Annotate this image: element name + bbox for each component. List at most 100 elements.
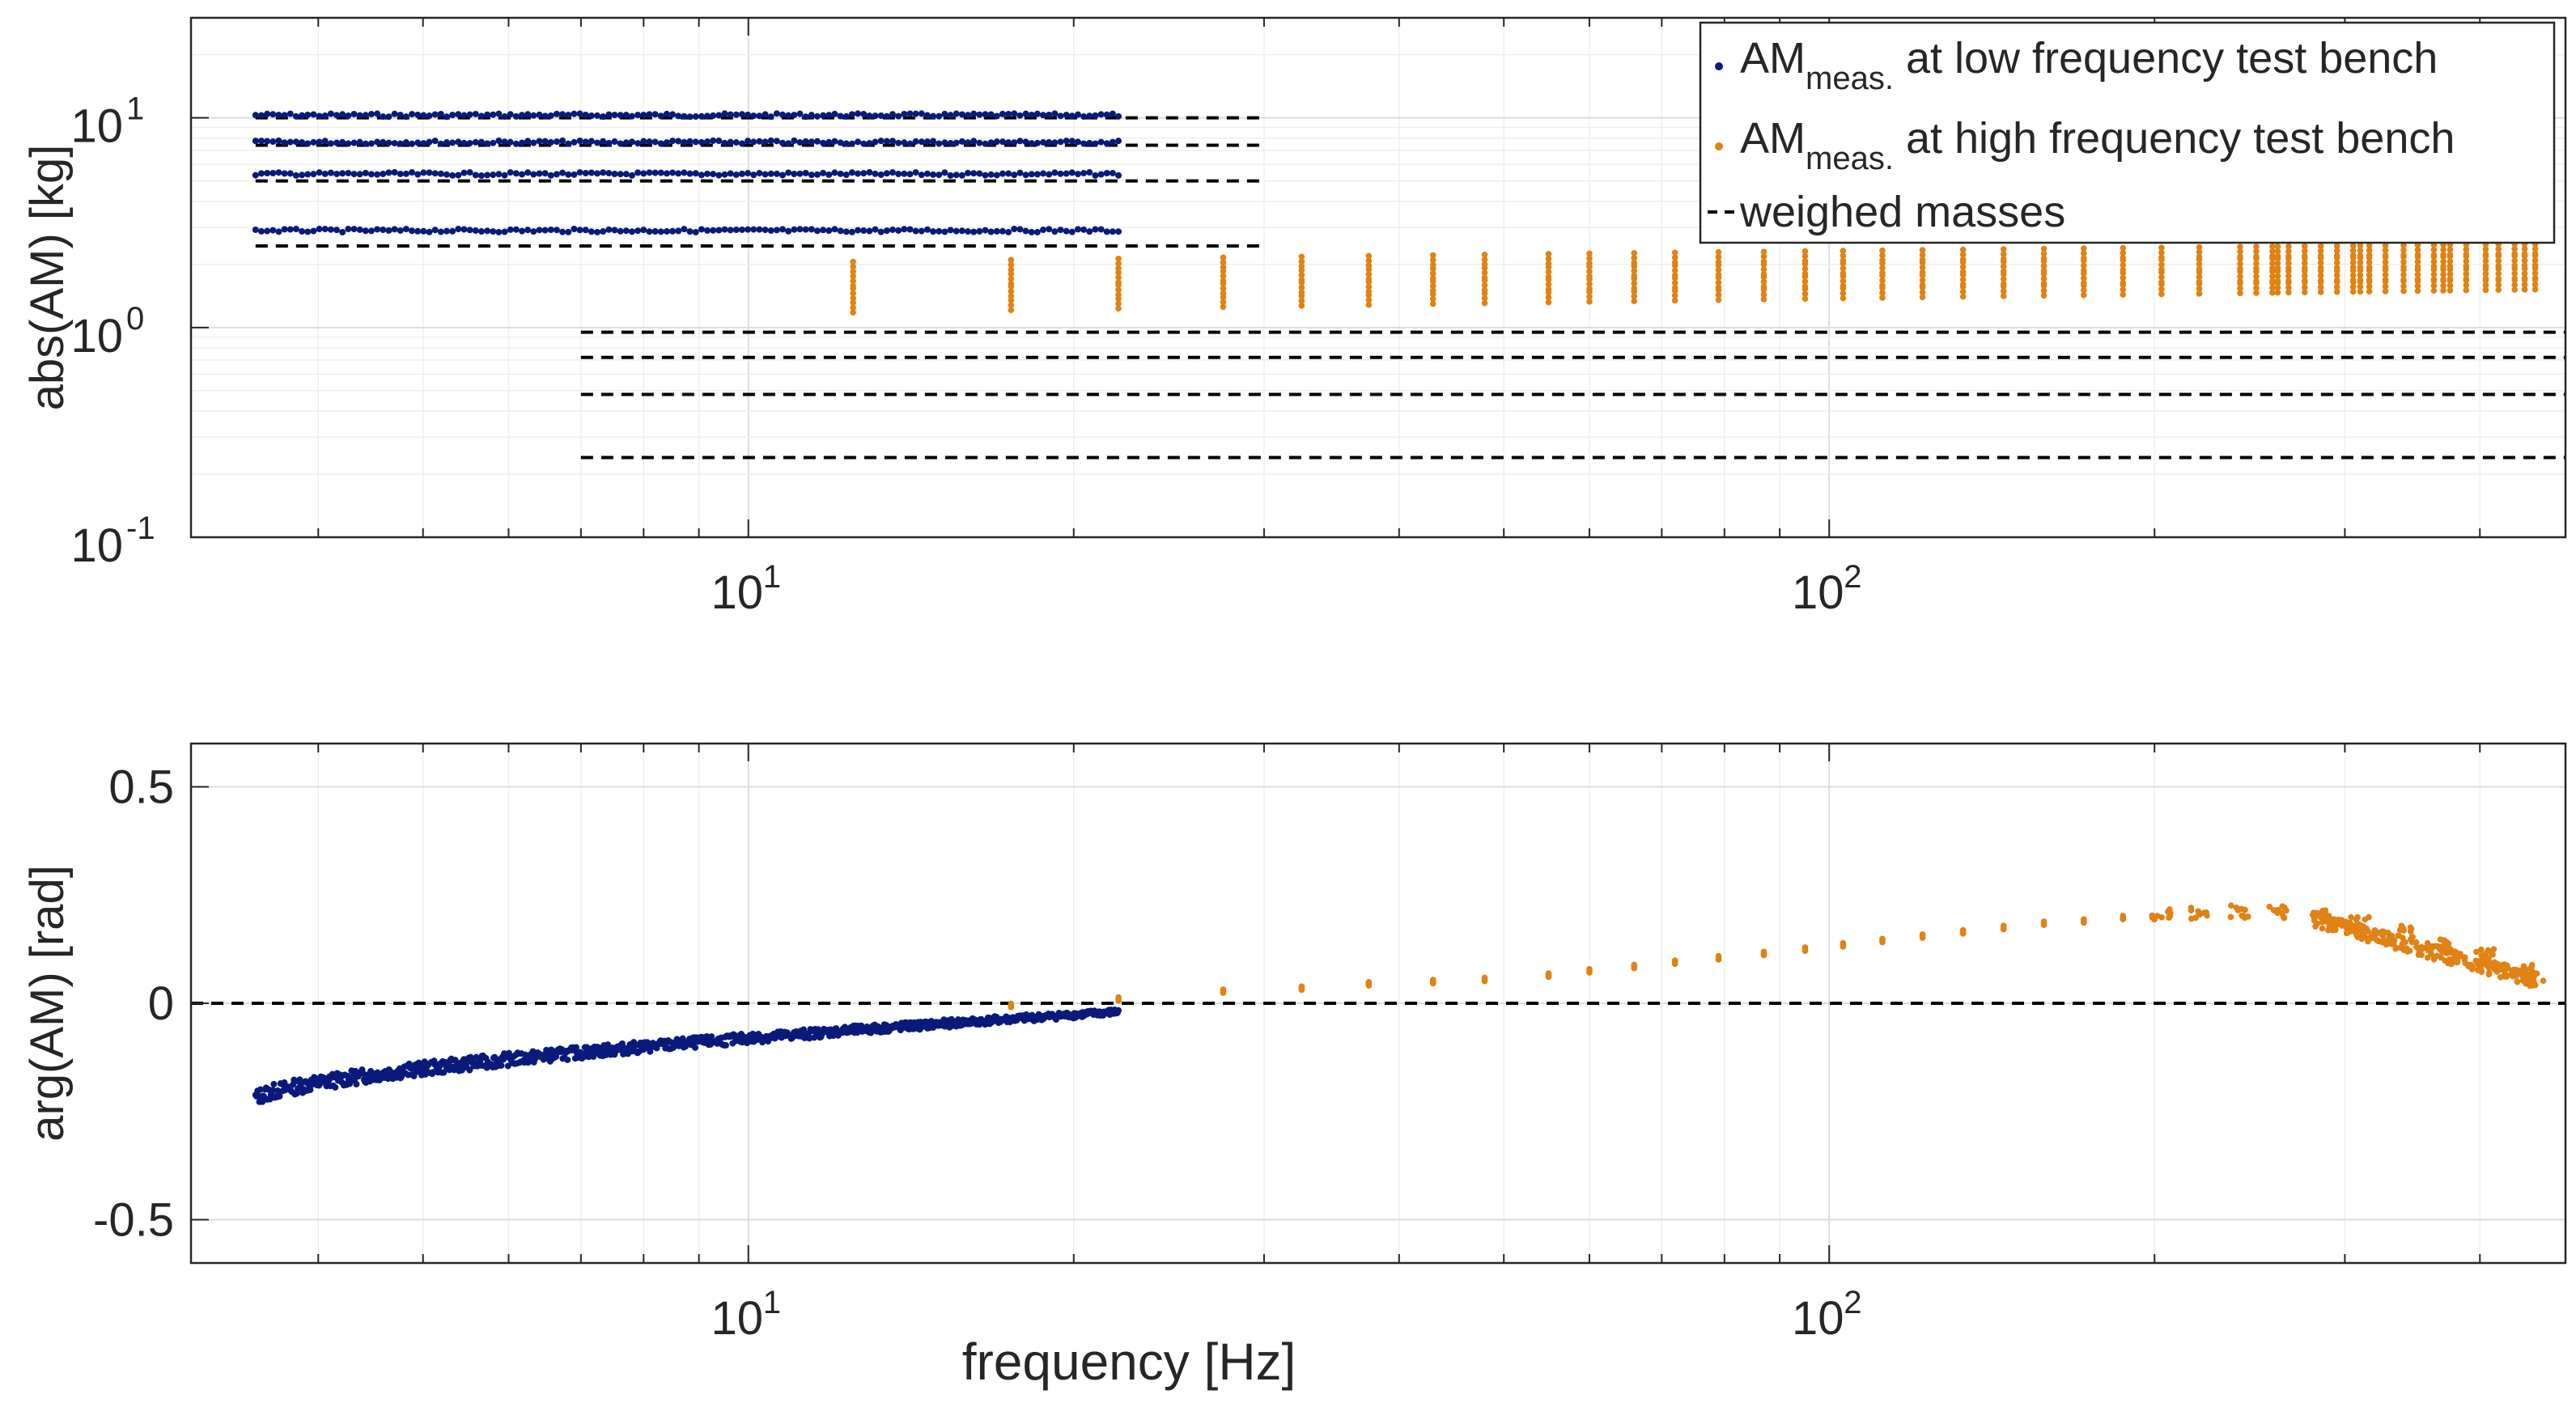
high-bench-magnitude-point	[1879, 277, 1886, 284]
low-bench-magnitude-point	[692, 113, 699, 121]
high-bench-magnitude-point	[1298, 298, 1305, 304]
high-bench-magnitude-point	[1959, 246, 1967, 253]
high-bench-magnitude-point	[2521, 270, 2528, 277]
high-bench-magnitude-point	[2447, 278, 2454, 284]
high-bench-magnitude-point	[1115, 274, 1122, 281]
high-bench-magnitude-point	[1760, 266, 1768, 273]
high-bench-phase-point	[2454, 957, 2461, 964]
high-bench-magnitude-point	[2400, 247, 2407, 253]
high-bench-magnitude-point	[1545, 289, 1552, 296]
high-bench-magnitude-point	[2521, 265, 2528, 272]
high-bench-magnitude-point	[1840, 290, 1847, 297]
low-bench-magnitude-point	[710, 171, 717, 178]
high-bench-magnitude-point	[2521, 252, 2528, 259]
low-bench-magnitude-point	[397, 170, 404, 177]
low-bench-magnitude-point	[350, 139, 358, 146]
low-bench-magnitude-point	[1103, 170, 1110, 177]
high-bench-phase-point	[2418, 943, 2425, 951]
low-bench-magnitude-point	[756, 170, 763, 177]
high-bench-magnitude-point	[2430, 278, 2438, 285]
high-bench-phase-point	[1298, 983, 1305, 990]
high-bench-magnitude-point	[1631, 298, 1638, 304]
high-bench-magnitude-point	[2357, 254, 2364, 261]
high-bench-magnitude-point	[1959, 283, 1967, 290]
high-bench-magnitude-point	[1840, 278, 1847, 285]
low-bench-magnitude-point	[605, 226, 613, 233]
low-bench-magnitude-point	[773, 227, 780, 234]
high-bench-magnitude-point	[2349, 259, 2357, 266]
low-bench-magnitude-point	[391, 139, 398, 146]
low-bench-magnitude-point	[466, 139, 473, 146]
high-bench-magnitude-point	[1715, 296, 1722, 303]
legend-entry-low-bench: AMmeas. at low frequency test bench	[1715, 34, 2438, 96]
low-bench-magnitude-point	[333, 227, 340, 234]
high-bench-magnitude-point	[2366, 267, 2373, 273]
low-bench-magnitude-point	[855, 110, 862, 117]
high-bench-phase-point	[2166, 906, 2173, 913]
low-bench-magnitude-point	[321, 112, 329, 119]
low-bench-magnitude-point	[1011, 139, 1018, 146]
high-bench-phase-point	[2374, 937, 2380, 943]
low-bench-phase-point	[269, 1087, 277, 1094]
high-bench-phase-point	[2227, 913, 2234, 921]
high-bench-phase-point	[2408, 936, 2414, 943]
low-bench-magnitude-point	[594, 112, 601, 119]
low-bench-magnitude-point	[1074, 171, 1081, 178]
high-bench-magnitude-point	[1586, 281, 1593, 287]
high-bench-magnitude-point	[1545, 264, 1552, 270]
high-bench-magnitude-point	[2531, 276, 2539, 283]
high-bench-magnitude-point	[2317, 267, 2324, 274]
high-bench-magnitude-point	[1481, 256, 1488, 263]
high-bench-magnitude-point	[2040, 287, 2048, 295]
high-bench-phase-point	[2455, 951, 2462, 957]
low-bench-magnitude-point	[906, 110, 914, 117]
high-bench-phase-point	[2489, 962, 2496, 968]
low-bench-magnitude-point	[842, 140, 850, 147]
low-bench-magnitude-point	[918, 227, 925, 235]
high-bench-magnitude-point	[2301, 248, 2308, 255]
high-bench-magnitude-point	[1008, 261, 1015, 269]
high-bench-magnitude-point	[2269, 260, 2276, 267]
high-bench-magnitude-point	[2158, 244, 2165, 251]
high-bench-magnitude-point	[2447, 282, 2454, 289]
high-bench-phase-point	[2358, 935, 2366, 943]
low-bench-magnitude-point	[316, 112, 323, 120]
low-bench-magnitude-point	[628, 112, 635, 120]
low-bench-magnitude-point	[466, 169, 473, 176]
low-bench-magnitude-point	[333, 170, 340, 177]
high-bench-magnitude-point	[1802, 248, 1809, 255]
high-bench-magnitude-point	[2317, 255, 2324, 261]
high-bench-phase-point	[2319, 918, 2326, 926]
low-bench-magnitude-point	[414, 139, 422, 146]
high-bench-magnitude-point	[2333, 248, 2340, 254]
low-bench-magnitude-point	[732, 226, 740, 233]
low-bench-magnitude-point	[1022, 227, 1029, 235]
low-bench-magnitude-point	[1109, 228, 1116, 235]
low-bench-magnitude-point	[947, 139, 954, 146]
low-bench-magnitude-point	[993, 138, 1000, 146]
low-bench-magnitude-point	[397, 140, 404, 147]
low-bench-magnitude-point	[872, 112, 879, 120]
low-bench-magnitude-point	[292, 226, 299, 233]
high-bench-phase-point	[2196, 911, 2203, 918]
high-bench-magnitude-point	[2269, 243, 2276, 250]
high-bench-magnitude-point	[1959, 259, 1967, 265]
low-bench-magnitude-point	[477, 112, 485, 120]
high-bench-magnitude-point	[1631, 275, 1638, 282]
high-bench-magnitude-point	[2120, 249, 2127, 256]
low-bench-magnitude-point	[802, 169, 809, 176]
high-bench-magnitude-point	[2080, 250, 2087, 256]
high-bench-magnitude-point	[2400, 253, 2407, 261]
low-bench-magnitude-point	[559, 228, 567, 235]
low-bench-magnitude-point	[1115, 172, 1122, 179]
low-bench-magnitude-point	[675, 112, 682, 120]
low-bench-magnitude-point	[918, 138, 925, 146]
low-bench-magnitude-point	[681, 112, 688, 120]
low-bench-magnitude-point	[1097, 138, 1105, 146]
low-bench-magnitude-point	[367, 171, 375, 178]
low-bench-magnitude-point	[628, 228, 635, 235]
high-bench-magnitude-point	[2430, 271, 2438, 278]
low-bench-magnitude-point	[1063, 138, 1070, 145]
low-bench-magnitude-point	[356, 226, 363, 233]
